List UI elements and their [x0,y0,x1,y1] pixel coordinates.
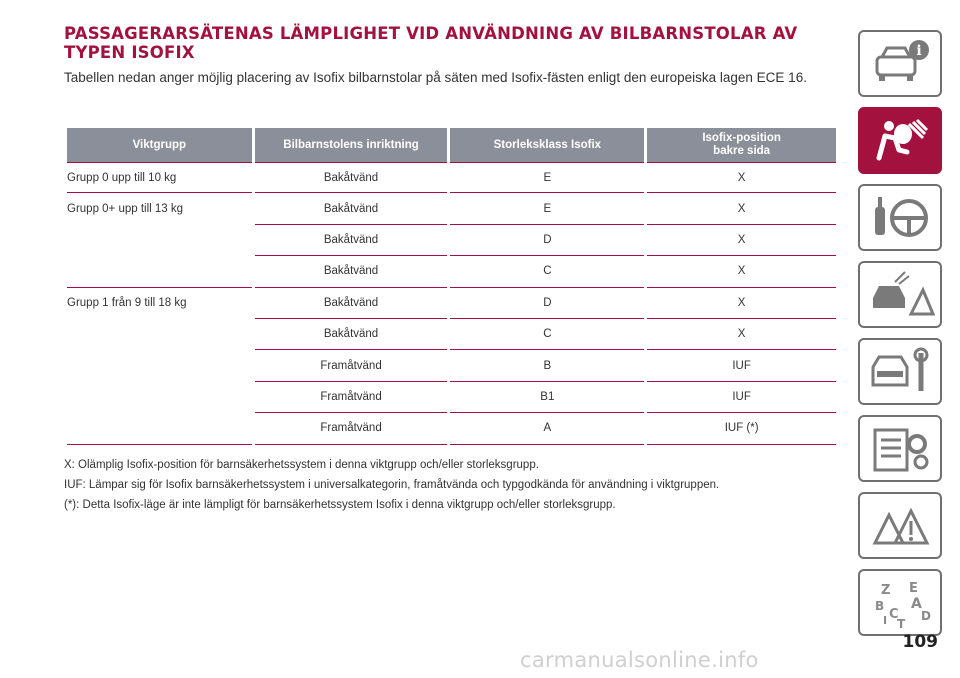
cell-group: Grupp 0 upp till 10 kg [67,162,252,194]
cell-orientation: Bakåtvänd [254,162,448,194]
tab-car-info[interactable]: i [858,30,942,97]
table-row: Framåtvänd A IUF (*) [67,413,836,445]
tab-index[interactable]: Z E B A C I T D [858,569,942,636]
cell-size: E [450,162,645,194]
cell-size: E [450,193,645,225]
cell-position: X [647,193,836,225]
cell-orientation: Bakåtvänd [254,193,448,225]
svg-text:C: C [889,607,899,622]
key-steering-wheel-icon [875,196,928,237]
svg-text:i: i [916,43,921,59]
table-row: Grupp 0+ upp till 13 kg Bakåtvänd E X [67,193,836,225]
cell-position: IUF (*) [647,413,836,445]
car-info-icon: i [875,39,929,81]
svg-text:D: D [921,609,931,623]
tab-maintenance[interactable] [858,338,942,405]
cell-size: B [450,350,645,382]
svg-text:E: E [909,581,918,596]
svg-text:I: I [883,614,887,627]
cell-position: X [647,288,836,319]
cell-orientation: Framåtvänd [254,350,448,382]
cell-position: X [647,319,836,351]
cell-position: X [647,256,836,288]
car-warning-icon [873,270,935,315]
footnotes: X: Olämplig Isofix-position för barnsäke… [64,455,844,515]
cell-size: B1 [450,382,645,414]
page-title: PASSAGERARSÄTENAS LÄMPLIGHET VID ANVÄNDN… [64,24,798,62]
table-header-row: Viktgrupp Bilbarnstolens inriktning Stor… [67,128,836,162]
svg-text:Z: Z [881,583,890,598]
header-isofix-position: Isofix-position bakre sida [647,128,836,162]
cell-group [67,350,252,381]
cell-group [67,225,252,256]
header-isofix-position-label: Isofix-position bakre sida [702,132,781,157]
warning-triangles-icon [872,507,930,544]
cell-orientation: Bakåtvänd [254,288,448,319]
airbag-safety-icon [876,118,929,160]
cell-group [67,413,252,445]
footnote-asterisk: (*): Detta Isofix-läge är inte lämpligt … [64,499,616,511]
cell-group [67,319,252,350]
header-inriktning: Bilbarnstolens inriktning [254,128,448,162]
svg-text:T: T [897,617,906,630]
cell-position: IUF [647,350,836,382]
tab-technical-data[interactable] [858,415,942,482]
table-row: Bakåtvänd C X [67,256,836,288]
cell-size: D [450,288,645,319]
cell-position: IUF [647,382,836,414]
cell-position: X [647,225,836,257]
cell-orientation: Framåtvänd [254,413,448,445]
cell-orientation: Bakåtvänd [254,256,448,288]
cell-size: A [450,413,645,445]
cell-group [67,256,252,288]
watermark: carmanualsonline.info [520,648,759,672]
table-row: Grupp 0 upp till 10 kg Bakåtvänd E X [67,162,836,194]
table-row: Framåtvänd B1 IUF [67,382,836,414]
cell-group: Grupp 1 från 9 till 18 kg [67,297,187,310]
tab-warnings[interactable] [858,492,942,559]
alphabetical-index-icon: Z E B A C I T D [875,581,931,630]
cell-position: X [647,162,836,194]
svg-text:B: B [875,599,884,613]
isofix-table: Viktgrupp Bilbarnstolens inriktning Stor… [64,128,839,445]
tab-starting-driving[interactable] [858,184,942,251]
intro-paragraph: Tabellen nedan anger möjlig placering av… [64,70,807,85]
cell-size: C [450,256,645,288]
cell-size: D [450,225,645,257]
table-row: Framåtvänd B IUF [67,350,836,382]
header-viktgrupp: Viktgrupp [67,128,252,162]
specifications-gear-icon [873,428,929,471]
svg-text:A: A [911,596,922,612]
header-storleksklass: Storleksklass Isofix [450,128,645,162]
footnote-x: X: Olämplig Isofix-position för barnsäke… [64,459,539,471]
tab-emergency[interactable] [858,261,942,328]
cell-orientation: Bakåtvänd [254,319,448,351]
table-row: Grupp 1 från 9 till 18 kg Bakåtvänd D X [67,288,836,319]
tab-safety[interactable] [858,107,942,174]
cell-orientation: Framåtvänd [254,382,448,414]
table-row: Bakåtvänd C X [67,319,836,351]
cell-group [67,382,252,413]
car-service-wrench-icon [871,347,929,391]
footnote-iuf: IUF: Lämpar sig för Isofix barnsäkerhets… [64,479,720,491]
cell-size: C [450,319,645,351]
chapter-sidebar: i [858,30,942,646]
table-row: Bakåtvänd D X [67,225,836,257]
cell-group: Grupp 0+ upp till 13 kg [67,203,184,216]
cell-orientation: Bakåtvänd [254,225,448,257]
page-number: 109 [902,632,939,652]
